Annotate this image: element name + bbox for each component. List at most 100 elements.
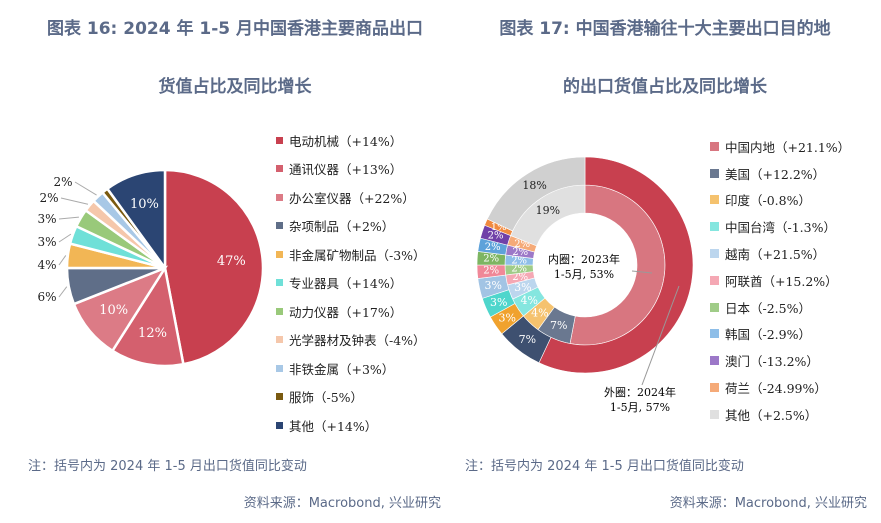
legend-swatch [276,393,283,401]
right-note: 注：括号内为 2024 年 1-5 月出口货值同比变动 [465,459,744,474]
legend-label: 其他（+14%） [289,418,378,434]
legend-item: 动力仪器（+17%） [276,297,426,326]
legend-label: 通讯仪器（+13%） [289,162,403,178]
left-title-line2: 货值占比及同比增长 [158,77,312,97]
pie-slice-10 [105,168,167,272]
inner-callout-line1: 内圈：2023年 [548,253,620,266]
legend-item: 非金属矿物制品（-3%） [276,240,426,269]
left-source: 资料来源：Macrobond, 兴业研究 [243,496,441,511]
legend-swatch [710,356,719,366]
legend-item: 中国台湾（-1.3%） [710,213,850,240]
legend-item: 非铁金属（+3%） [276,354,426,383]
left-title-line1: 图表 16: 2024 年 1-5 月中国香港主要商品出口 [46,19,424,39]
pie-label-5: 3% [37,235,56,249]
left-note: 注：括号内为 2024 年 1-5 月出口货值同比变动 [28,459,307,474]
pie-leader-4 [58,255,67,266]
legend-item: 其他（+2.5%） [710,401,850,428]
left-legend: 电动机械（+14%） 通讯仪器（+13%） 办公室仪器（+22%） 杂项制品（+2%）… [276,126,426,440]
legend-item: 光学器材及钟表（-4%） [276,326,426,355]
legend-swatch [710,275,719,285]
pie-label-1: 12% [138,326,167,341]
pie-label-4: 4% [37,258,56,272]
legend-item: 通讯仪器（+13%） [276,155,426,184]
inner-ring-label-2: 4% [531,307,548,320]
outer-ring-label-6: 2% [483,254,499,265]
inner-ring-label-5: 2% [512,272,528,283]
legend-label: 电动机械（+14%） [289,133,403,149]
outer-ring-label-3: 3% [490,296,507,309]
outer-callout: 外圈：2024年 1-5月, 57% [604,385,676,415]
inner-callout-leader [631,270,653,274]
outer-callout-line2: 1-5月, 57% [609,401,671,414]
legend-item: 澳门（-13.2%） [710,347,850,374]
legend-swatch [276,136,283,144]
outer-ring-label-10: 18% [522,179,546,192]
legend-item: 服饰（-5%） [276,383,426,412]
inner-ring-label-3: 4% [521,294,538,307]
inner-ring-label-1: 7% [550,319,567,332]
pie-label-7: 2% [39,191,58,205]
legend-label: 办公室仪器（+22%） [289,190,415,206]
legend-label: 日本（-2.5%） [725,300,811,316]
pie-label-2: 10% [99,303,128,318]
legend-item: 荷兰（-24.99%） [710,374,850,401]
legend-swatch [710,195,719,205]
outer-ring-label-2: 3% [499,311,516,324]
legend-item: 日本（-2.5%） [710,294,850,321]
pie-leader-6 [58,216,79,220]
legend-item: 韩国（-2.9%） [710,321,850,348]
outer-ring-label-9: 1% [491,222,507,233]
outer-callout-line1: 外圈：2024年 [604,386,676,399]
pie-leader-7 [60,197,89,205]
legend-label: 中国内地（+21.1%） [725,139,851,155]
legend-item: 专业器具（+14%） [276,269,426,298]
pie-leader-3 [58,286,68,298]
legend-swatch [276,364,283,372]
outer-ring-label-4: 3% [485,279,502,292]
legend-item: 电动机械（+14%） [276,126,426,155]
legend-swatch [276,222,283,230]
inner-callout: 内圈：2023年 1-5月, 53% [548,252,620,282]
legend-label: 专业器具（+14%） [289,276,403,292]
legend-item: 越南（+21.5%） [710,240,850,267]
pie-slice-0 [163,168,265,366]
legend-swatch [276,307,283,315]
legend-swatch [710,249,719,259]
pie-label-6: 3% [37,212,56,226]
outer-ring-slice-0 [538,156,694,374]
legend-item: 中国内地（+21.1%） [710,133,850,160]
outer-ring-label-8: 2% [488,230,504,241]
legend-item: 杂项制品（+2%） [276,212,426,241]
legend-label: 杂项制品（+2%） [289,219,395,235]
legend-label: 越南（+21.5%） [725,247,826,263]
right-legend: 中国内地（+21.1%） 美国（+12.2%） 印度（-0.8%） 中国台湾（-1.3… [710,133,850,428]
pie-label-3: 6% [37,290,56,304]
legend-label: 非铁金属（+3%） [289,361,395,377]
inner-ring-label-10: 19% [536,204,560,217]
legend-swatch [710,409,719,419]
legend-swatch [710,329,719,339]
legend-item: 其他（+14%） [276,411,426,440]
inner-ring-label-4: 3% [514,281,531,294]
legend-label: 动力仪器（+17%） [289,304,403,320]
pie-leader-5 [58,233,72,243]
outer-ring-label-1: 7% [519,333,536,346]
right-source: 资料来源：Macrobond, 兴业研究 [669,496,867,511]
legend-label: 光学器材及钟表（-4%） [289,333,426,349]
legend-label: 澳门（-13.2%） [725,354,819,370]
legend-swatch [710,383,719,393]
legend-label: 其他（+2.5%） [725,407,818,423]
legend-swatch [276,421,283,429]
legend-label: 非金属矿物制品（-3%） [289,247,426,263]
legend-label: 中国台湾（-1.3%） [725,220,836,236]
legend-label: 服饰（-5%） [289,390,364,406]
legend-item: 美国（+12.2%） [710,160,850,187]
inner-ring-label-7: 2% [511,255,527,266]
legend-swatch [276,250,283,258]
legend-label: 阿联酋（+15.2%） [725,273,838,289]
legend-item: 印度（-0.8%） [710,187,850,214]
legend-swatch [710,168,719,178]
right-title-line2: 的出口货值占比及同比增长 [563,77,767,97]
legend-item: 办公室仪器（+22%） [276,183,426,212]
legend-swatch [276,193,283,201]
